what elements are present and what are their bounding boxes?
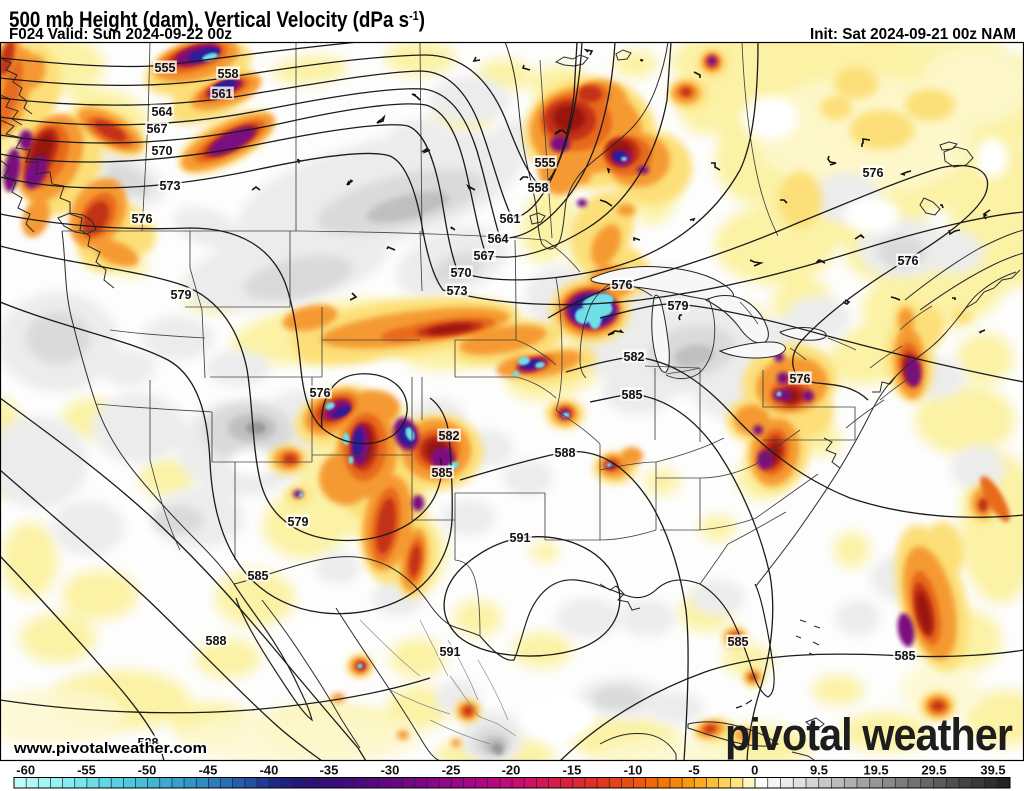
svg-text:558: 558 xyxy=(218,66,239,81)
svg-text:19.5: 19.5 xyxy=(863,763,888,778)
svg-text:567: 567 xyxy=(147,121,168,136)
svg-text:582: 582 xyxy=(624,349,645,364)
svg-text:585: 585 xyxy=(728,634,749,649)
svg-text:pivotal weather: pivotal weather xyxy=(725,709,1012,760)
svg-text:-10: -10 xyxy=(624,763,643,778)
svg-text:-15: -15 xyxy=(563,763,582,778)
svg-text:-60: -60 xyxy=(16,763,35,778)
svg-text:500 mb Height (dam), Vertical: 500 mb Height (dam), Vertical Velocity (… xyxy=(9,7,425,32)
svg-text:588: 588 xyxy=(206,633,227,648)
svg-text:Init: Sat 2024-09-21 00z NAM: Init: Sat 2024-09-21 00z NAM xyxy=(810,26,1016,43)
svg-text:F024 Valid: Sun 2024-09-22 00z: F024 Valid: Sun 2024-09-22 00z xyxy=(9,26,232,43)
svg-text:-5: -5 xyxy=(688,763,700,778)
svg-text:582: 582 xyxy=(439,428,460,443)
svg-text:564: 564 xyxy=(488,231,510,246)
svg-text:558: 558 xyxy=(528,180,549,195)
svg-text:564: 564 xyxy=(152,104,174,119)
svg-text:576: 576 xyxy=(898,253,919,268)
svg-text:576: 576 xyxy=(132,211,153,226)
svg-text:588: 588 xyxy=(138,735,159,750)
svg-text:570: 570 xyxy=(451,265,472,280)
svg-text:-25: -25 xyxy=(442,763,461,778)
svg-text:576: 576 xyxy=(310,385,331,400)
svg-text:555: 555 xyxy=(155,60,176,75)
svg-text:576: 576 xyxy=(612,277,633,292)
svg-text:-35: -35 xyxy=(320,763,339,778)
svg-text:591: 591 xyxy=(440,644,461,659)
svg-text:29.5: 29.5 xyxy=(921,763,946,778)
svg-text:585: 585 xyxy=(432,465,453,480)
svg-text:576: 576 xyxy=(790,371,811,386)
svg-text:-50: -50 xyxy=(138,763,157,778)
svg-text:585: 585 xyxy=(895,648,916,663)
svg-text:585: 585 xyxy=(248,568,269,583)
svg-text:39.5: 39.5 xyxy=(980,763,1005,778)
svg-text:561: 561 xyxy=(500,211,521,226)
svg-text:555: 555 xyxy=(535,155,556,170)
svg-text:www.pivotalweather.com: www.pivotalweather.com xyxy=(13,740,207,757)
svg-text:585: 585 xyxy=(622,387,643,402)
svg-text:573: 573 xyxy=(447,283,468,298)
svg-text:579: 579 xyxy=(668,298,689,313)
svg-text:579: 579 xyxy=(288,514,309,529)
svg-text:-20: -20 xyxy=(502,763,521,778)
svg-text:567: 567 xyxy=(474,248,495,263)
svg-text:576: 576 xyxy=(863,165,884,180)
svg-text:570: 570 xyxy=(152,143,173,158)
svg-text:-40: -40 xyxy=(260,763,279,778)
svg-text:0: 0 xyxy=(751,763,758,778)
svg-text:-30: -30 xyxy=(381,763,400,778)
svg-text:9.5: 9.5 xyxy=(810,763,828,778)
svg-text:588: 588 xyxy=(555,445,576,460)
svg-text:561: 561 xyxy=(212,86,233,101)
svg-text:-55: -55 xyxy=(77,763,96,778)
svg-text:579: 579 xyxy=(171,287,192,302)
svg-text:573: 573 xyxy=(160,178,181,193)
svg-text:591: 591 xyxy=(510,530,531,545)
svg-text:-45: -45 xyxy=(199,763,218,778)
